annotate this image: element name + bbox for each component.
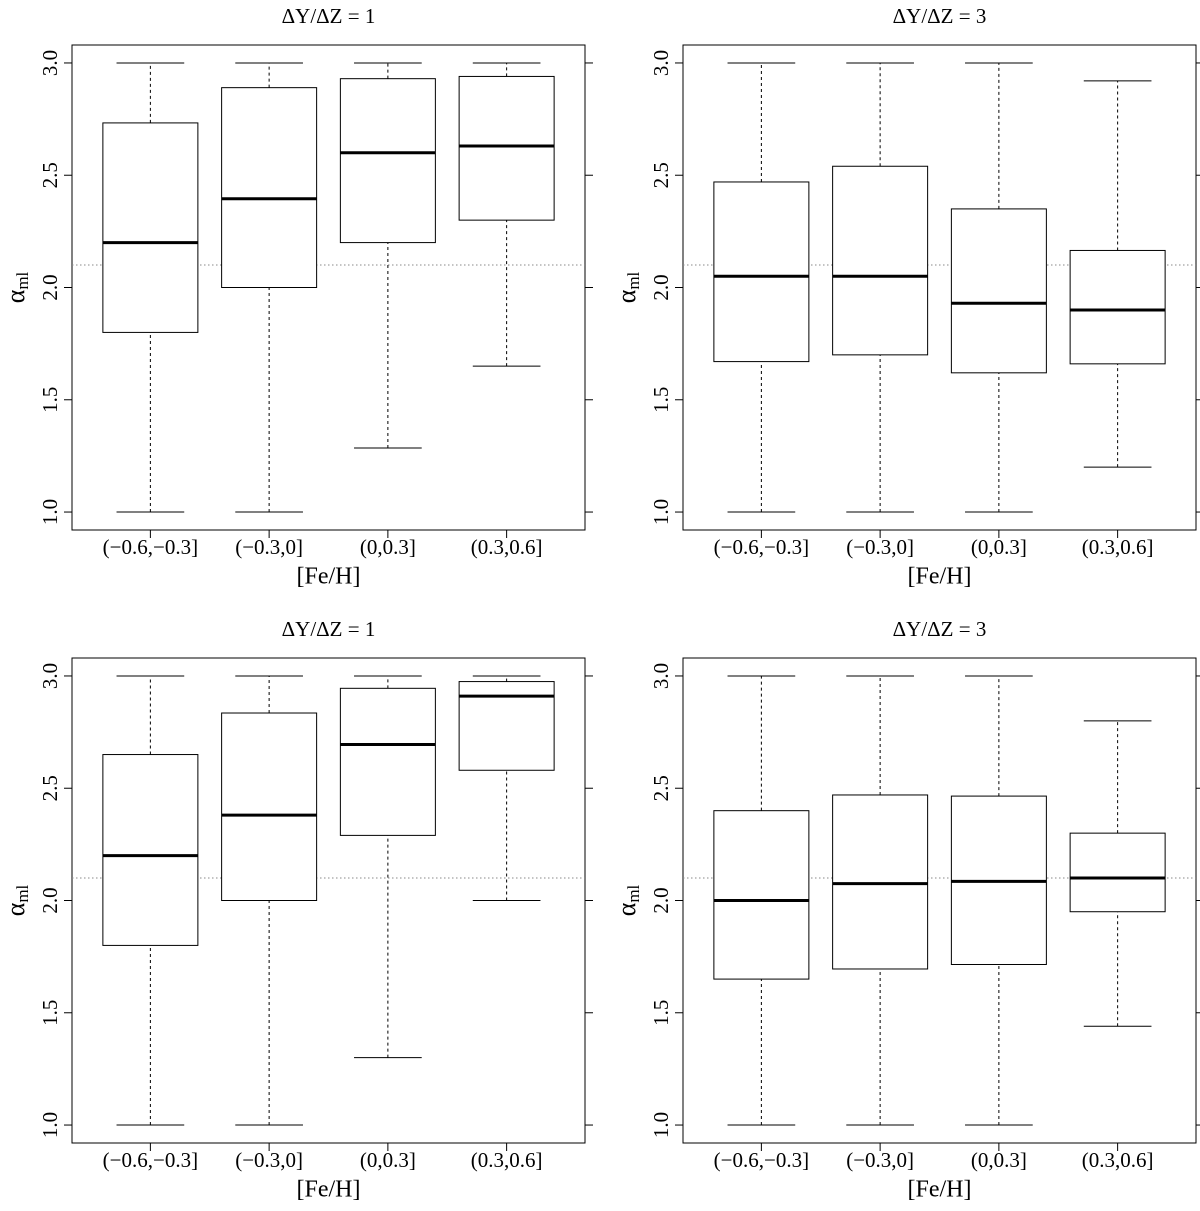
x-axis-label: [Fe/H] (908, 1177, 972, 1203)
box (102, 122, 199, 333)
x-tick-label: (0,0.3] (971, 1148, 1027, 1172)
x-axis-label: [Fe/H] (908, 564, 972, 590)
y-tick-label: 3.0 (649, 50, 673, 76)
y-axis-label-symbol: α (1, 289, 30, 303)
box (832, 165, 929, 356)
y-axis-label: αml (612, 271, 643, 303)
x-tick-label: (−0.6,−0.3] (103, 1148, 198, 1172)
x-tick-label: (−0.6,−0.3] (714, 1148, 809, 1172)
box (221, 712, 318, 902)
x-tick-label: (−0.3,0] (235, 535, 303, 559)
box (458, 75, 555, 221)
y-tick-label: 2.5 (649, 162, 673, 188)
y-tick-label: 2.5 (649, 775, 673, 801)
y-axis-label-symbol: α (612, 289, 641, 303)
y-tick-label: 3.0 (649, 663, 673, 689)
y-tick-label: 1.0 (649, 499, 673, 525)
box (339, 78, 436, 244)
box (713, 810, 810, 980)
box (221, 87, 318, 289)
y-tick-label: 1.0 (38, 1112, 62, 1138)
box (713, 181, 810, 363)
y-axis-label-subscript: ml (624, 884, 643, 902)
panel: ΔY/ΔZ = 1 [Fe/H] αml 1.0 1.5 2.0 2.5 3.0 (−0.6,−… (1, 4, 593, 590)
x-tick-label: (0,0.3] (360, 1148, 416, 1172)
x-tick-label: (0.3,0.6] (1082, 1148, 1154, 1172)
panel: ΔY/ΔZ = 3 [Fe/H] αml 1.0 1.5 2.0 2.5 3.0 (−0.6,−… (612, 617, 1200, 1203)
y-axis-label-symbol: α (1, 902, 30, 916)
x-tick-label: (−0.3,0] (846, 535, 914, 559)
x-tick-label: (0.3,0.6] (1082, 535, 1154, 559)
y-tick-label: 1.5 (38, 387, 62, 413)
y-tick-label: 2.0 (649, 274, 673, 300)
y-tick-label: 2.0 (649, 887, 673, 913)
y-tick-label: 3.0 (38, 663, 62, 689)
y-tick-label: 2.0 (38, 274, 62, 300)
y-tick-label: 2.0 (38, 887, 62, 913)
x-tick-label: (−0.3,0] (235, 1148, 303, 1172)
panel-title: ΔY/ΔZ = 3 (893, 4, 987, 28)
y-tick-label: 1.0 (38, 499, 62, 525)
x-axis-label: [Fe/H] (297, 564, 361, 590)
x-tick-label: (0,0.3] (971, 535, 1027, 559)
y-axis-label-symbol: α (612, 902, 641, 916)
x-tick-label: (0.3,0.6] (471, 535, 543, 559)
box (1069, 249, 1166, 365)
y-tick-label: 2.5 (38, 775, 62, 801)
panel-title: ΔY/ΔZ = 1 (282, 4, 376, 28)
panel-title: ΔY/ΔZ = 1 (282, 617, 376, 641)
y-axis-label-subscript: ml (13, 884, 32, 902)
x-tick-label: (−0.6,−0.3] (103, 535, 198, 559)
y-tick-label: 2.5 (38, 162, 62, 188)
box (1069, 832, 1166, 913)
y-tick-label: 3.0 (38, 50, 62, 76)
box (950, 208, 1047, 374)
x-tick-label: (−0.6,−0.3] (714, 535, 809, 559)
y-tick-label: 1.5 (38, 1000, 62, 1026)
y-axis-label-subscript: ml (13, 271, 32, 289)
x-axis-label: [Fe/H] (297, 1177, 361, 1203)
y-tick-label: 1.0 (649, 1112, 673, 1138)
x-tick-label: (0.3,0.6] (471, 1148, 543, 1172)
box (102, 754, 199, 946)
panel: ΔY/ΔZ = 3 [Fe/H] αml 1.0 1.5 2.0 2.5 3.0 (−0.6,−… (612, 4, 1200, 590)
box (832, 794, 929, 970)
y-axis-label-subscript: ml (624, 271, 643, 289)
y-axis-label: αml (1, 884, 32, 916)
panel-title: ΔY/ΔZ = 3 (893, 617, 987, 641)
y-axis-label: αml (1, 271, 32, 303)
y-tick-label: 1.5 (649, 387, 673, 413)
box (339, 687, 436, 836)
y-tick-label: 1.5 (649, 1000, 673, 1026)
y-axis-label: αml (612, 884, 643, 916)
x-tick-label: (−0.3,0] (846, 1148, 914, 1172)
panel: ΔY/ΔZ = 1 [Fe/H] αml 1.0 1.5 2.0 2.5 3.0 (−0.6,−… (1, 617, 593, 1203)
x-tick-label: (0,0.3] (360, 535, 416, 559)
